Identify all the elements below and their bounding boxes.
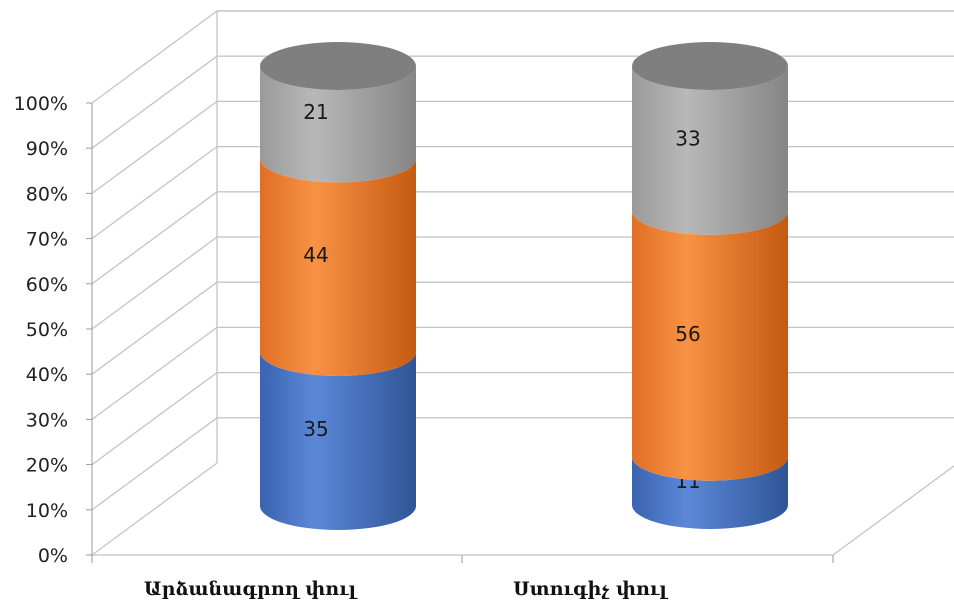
data-label: 33 (675, 126, 700, 150)
data-label: 44 (303, 243, 328, 267)
y-tick-label: 70% (26, 229, 68, 251)
bar-top-cap (632, 42, 788, 90)
bar-segment (632, 66, 788, 235)
chart-walls (91, 10, 954, 556)
y-tick-label: 10% (26, 500, 68, 522)
side-gridline (91, 372, 218, 466)
side-gridline (91, 55, 218, 149)
side-gridline (91, 462, 218, 556)
y-tick-label: 40% (26, 364, 68, 386)
bar-top-cap (260, 42, 416, 90)
side-gridline (91, 417, 218, 511)
bar-segment (260, 158, 416, 376)
side-gridline (91, 326, 218, 420)
side-gridline (91, 100, 218, 194)
y-tick-label: 20% (26, 455, 68, 477)
data-label: 56 (675, 322, 700, 346)
side-gridline (91, 191, 218, 285)
side-gridline (91, 281, 218, 375)
category-label: Ստուգիչ փուլ (513, 578, 669, 600)
y-axis: 0% 10% 20% 30% 40% 50% 60% 70% 80% 90% 100% (14, 93, 93, 567)
category-label: Արձանագրող փուլ (144, 578, 359, 600)
y-tick-label: 50% (26, 319, 68, 341)
y-tick-label: 60% (26, 274, 68, 296)
bar-segment (632, 456, 788, 529)
side-gridline (91, 146, 218, 240)
y-tick-label: 30% (26, 409, 68, 431)
data-label: 21 (303, 100, 328, 124)
bar-segment (260, 352, 416, 530)
data-label: 35 (303, 417, 328, 441)
bar-segment (260, 66, 416, 183)
y-tick-label: 90% (26, 138, 68, 160)
side-gridline (91, 236, 218, 330)
side-gridline (91, 10, 218, 104)
floor-right-edge (832, 465, 954, 556)
x-axis: Արձանագրող փուլ Ստուգիչ փուլ (91, 555, 834, 600)
y-tick-label: 0% (38, 545, 68, 567)
bar-segment (632, 210, 788, 481)
y-tick-label: 100% (14, 93, 68, 115)
bar-group: 35 44 21 (260, 42, 416, 530)
y-tick-label: 80% (26, 183, 68, 205)
